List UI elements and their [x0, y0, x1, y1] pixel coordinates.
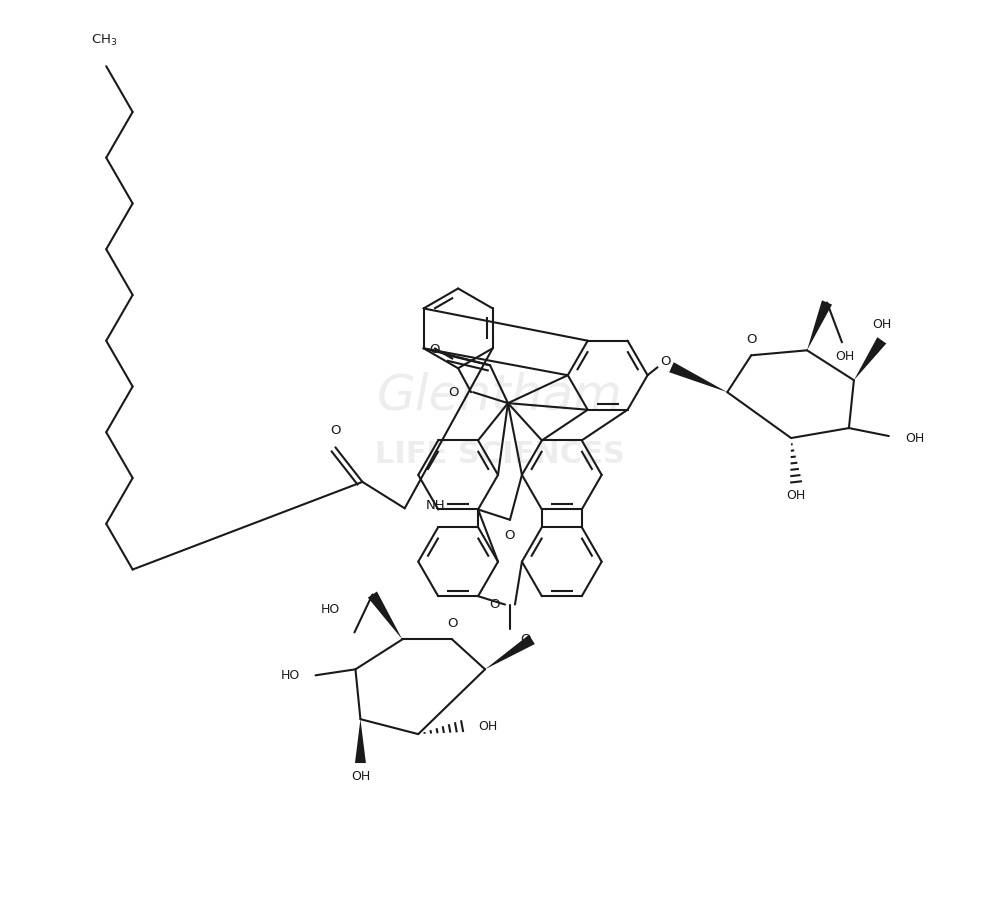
Text: Glentham: Glentham: [377, 371, 623, 419]
Text: HO: HO: [321, 603, 340, 616]
Polygon shape: [854, 338, 886, 380]
Text: O: O: [746, 333, 756, 346]
Polygon shape: [485, 634, 535, 670]
Text: O: O: [521, 633, 531, 646]
Polygon shape: [807, 301, 832, 350]
Text: O: O: [660, 355, 671, 368]
Text: OH: OH: [835, 350, 855, 363]
Text: CH$_3$: CH$_3$: [91, 33, 117, 49]
Text: O: O: [429, 343, 439, 356]
Text: OH: OH: [872, 318, 891, 331]
Polygon shape: [355, 719, 366, 763]
Text: O: O: [447, 617, 457, 630]
Text: OH: OH: [786, 490, 806, 502]
Text: O: O: [505, 529, 515, 542]
Text: HO: HO: [280, 669, 300, 682]
Text: OH: OH: [478, 720, 497, 733]
Text: NH: NH: [426, 499, 445, 512]
Text: LIFE SCIENCES: LIFE SCIENCES: [375, 440, 625, 470]
Text: O: O: [330, 424, 341, 436]
Polygon shape: [368, 591, 402, 639]
Text: OH: OH: [906, 431, 925, 445]
Text: OH: OH: [351, 770, 370, 784]
Text: O: O: [448, 386, 458, 399]
Text: O: O: [489, 598, 499, 611]
Polygon shape: [669, 362, 727, 392]
